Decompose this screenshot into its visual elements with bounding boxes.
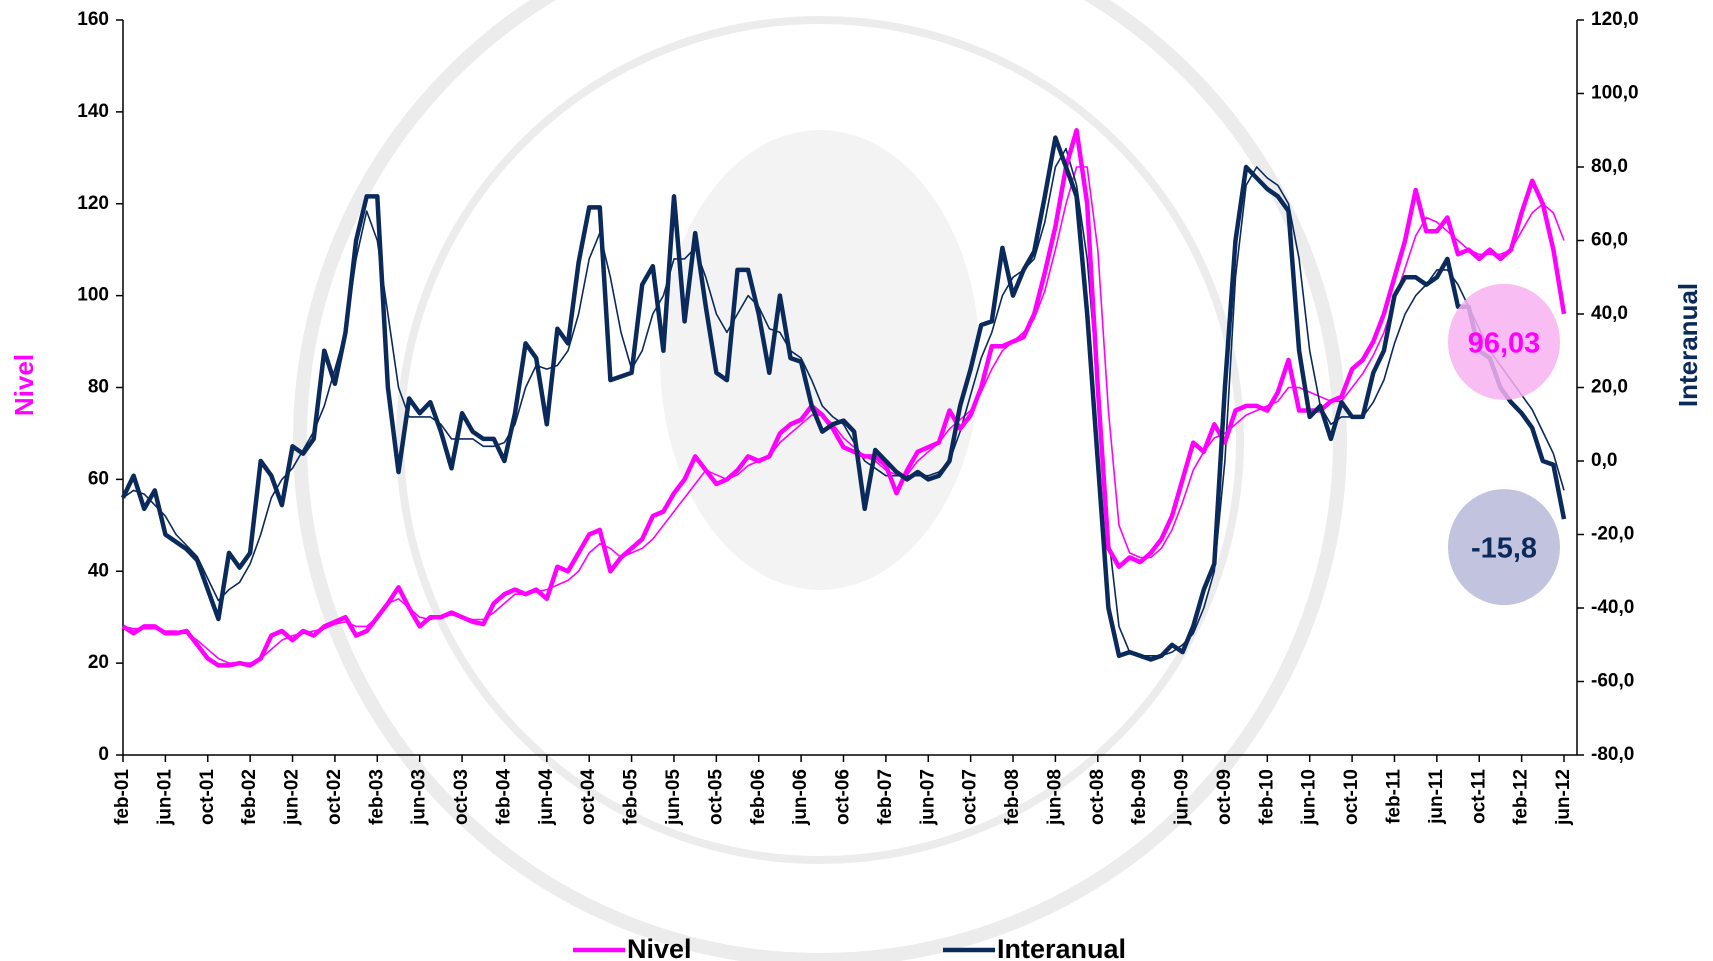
y2-tick-label: 0,0: [1591, 450, 1617, 471]
y-tick-label: 120: [77, 193, 109, 214]
series-line: [120, 135, 1567, 662]
y2-tick-label: -80,0: [1591, 744, 1634, 765]
x-tick-label: oct-05: [705, 769, 726, 825]
y2-tick-label: 80,0: [1591, 156, 1628, 177]
y-tick-label: 0: [98, 744, 109, 765]
x-tick-label: oct-01: [197, 769, 218, 825]
y2-tick-label: -40,0: [1591, 597, 1634, 618]
value-label: -15,8: [1471, 533, 1537, 565]
y-tick-label: 60: [88, 468, 109, 489]
y2-tick-label: -60,0: [1591, 671, 1634, 692]
y-axis-title: Nivel: [9, 354, 39, 416]
y2-tick-label: -20,0: [1591, 524, 1634, 545]
x-tick-label: feb-03: [366, 769, 387, 825]
x-tick-label: oct-11: [1468, 769, 1489, 824]
x-tick-label: oct-08: [1087, 769, 1108, 825]
x-tick-label: oct-09: [1214, 769, 1235, 825]
x-tick-label: jun-07: [917, 769, 938, 826]
x-tick-label: feb-07: [875, 769, 896, 825]
x-tick-label: oct-07: [960, 769, 981, 825]
x-tick-label: jun-04: [536, 769, 557, 826]
x-tick-label: jun-02: [282, 769, 303, 826]
legend-label: Interanual: [997, 934, 1126, 961]
x-tick-label: jun-11: [1426, 769, 1447, 825]
x-tick-label: feb-08: [1002, 769, 1023, 825]
x-tick-label: feb-06: [748, 769, 769, 825]
x-tick-label: jun-05: [663, 769, 684, 826]
x-tick-label: jun-10: [1299, 769, 1320, 826]
watermark-emblem: [660, 130, 980, 590]
y-tick-label: 100: [77, 285, 109, 306]
x-tick-label: jun-09: [1172, 769, 1193, 826]
x-tick-label: oct-10: [1341, 769, 1362, 825]
series-line: [121, 128, 1567, 668]
x-tick-label: feb-12: [1511, 769, 1532, 825]
y2-axis-title: Interanual: [1673, 283, 1703, 407]
x-tick-label: oct-06: [833, 769, 854, 825]
value-label: 96,03: [1468, 328, 1541, 360]
legend-label: Nivel: [627, 934, 692, 961]
x-tick-label: jun-01: [154, 769, 175, 826]
x-tick-label: oct-03: [451, 769, 472, 825]
x-tick-label: oct-02: [324, 769, 345, 825]
x-tick-label: feb-05: [621, 769, 642, 825]
label-badge: [1448, 489, 1560, 606]
y-tick-label: 20: [88, 652, 109, 673]
y-tick-label: 80: [88, 377, 109, 398]
y2-tick-label: 40,0: [1591, 303, 1628, 324]
x-tick-label: feb-04: [493, 769, 514, 825]
x-tick-label: feb-10: [1256, 769, 1277, 825]
y-tick-label: 140: [77, 101, 109, 122]
y-tick-label: 160: [77, 9, 109, 30]
x-tick-label: jun-08: [1044, 769, 1065, 826]
label-badge: [1448, 283, 1560, 400]
x-tick-label: oct-04: [578, 769, 599, 825]
x-tick-label: feb-02: [239, 769, 260, 825]
y-tick-label: 40: [88, 560, 109, 581]
x-tick-label: jun-12: [1553, 769, 1574, 826]
x-tick-label: jun-03: [409, 769, 430, 826]
y2-tick-label: 20,0: [1591, 377, 1628, 398]
x-tick-label: feb-09: [1129, 769, 1150, 825]
y2-tick-label: 100,0: [1591, 83, 1639, 104]
watermark-ring: [293, 0, 1347, 961]
y2-tick-label: 120,0: [1591, 9, 1639, 30]
y2-tick-label: 60,0: [1591, 230, 1628, 251]
watermark-ring: [396, 16, 1244, 864]
x-tick-label: feb-11: [1383, 769, 1404, 824]
x-tick-label: jun-06: [790, 769, 811, 826]
x-tick-label: feb-01: [112, 769, 133, 825]
trend-line: [122, 166, 1565, 664]
